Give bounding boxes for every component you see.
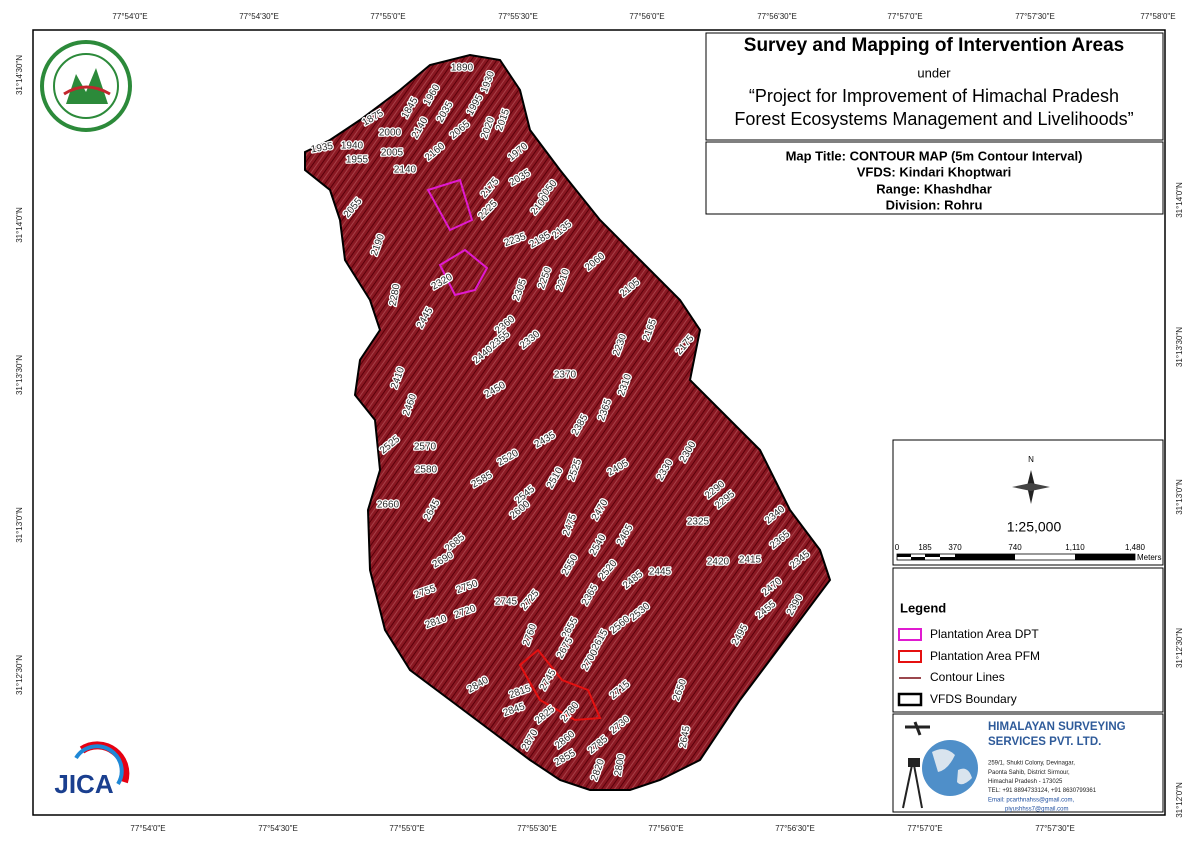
coordinate-label: 77°55'30"E — [498, 12, 538, 21]
legend-item: Contour Lines — [930, 670, 1005, 684]
coordinate-label: 77°57'0"E — [887, 12, 922, 21]
legend-swatch — [897, 692, 923, 707]
coordinate-label: 77°57'30"E — [1035, 824, 1075, 833]
coordinate-label: 77°56'30"E — [757, 12, 797, 21]
contour-label: 2660 — [377, 500, 400, 511]
legend-item: Plantation Area PFM — [930, 649, 1040, 663]
map-info: VFDS: Kindari Khoptwari — [857, 164, 1012, 179]
scale-tick-label: 1,480 — [1125, 543, 1146, 552]
contour-label: 1940 — [341, 141, 364, 152]
scale-tick-label: 740 — [1008, 543, 1022, 552]
scale-box — [892, 439, 1164, 566]
company-address: Paonta Sahib, District Sirmour, — [988, 770, 1070, 776]
legend-item: VFDS Boundary — [930, 692, 1017, 706]
coordinate-label: 77°54'30"E — [239, 12, 279, 21]
coordinate-label: 31°13'0"N — [15, 507, 24, 543]
title-box — [705, 32, 1164, 141]
coordinate-label: 77°55'30"E — [517, 824, 557, 833]
legend-swatch — [898, 628, 922, 641]
project: “Project for Improvement of Himachal Pra… — [749, 86, 1119, 106]
contour-label: 2005 — [381, 148, 404, 159]
plantation-dpt — [438, 248, 489, 297]
contour-label: 2325 — [687, 517, 710, 528]
coordinate-label: 31°12'30"N — [1175, 628, 1184, 668]
coordinate-label: 31°12'30"N — [15, 655, 24, 695]
company-address: Email: pcarthnahss@gmail.com, — [988, 797, 1074, 803]
coordinate-label: 31°14'0"N — [1175, 182, 1184, 218]
contour-label: 2570 — [414, 442, 437, 453]
coordinate-label: 77°56'30"E — [775, 824, 815, 833]
coordinate-label: 31°14'0"N — [15, 207, 24, 243]
jica-text: JICA — [54, 769, 113, 799]
contour-label: 1935 — [310, 141, 334, 156]
coordinate-label: 77°54'0"E — [130, 824, 165, 833]
north-arrow — [1012, 470, 1050, 504]
contour-label: 2280 — [388, 283, 403, 307]
legend-item: Plantation Area DPT — [930, 627, 1039, 641]
contour-label: 2420 — [707, 557, 730, 568]
scale-ratio: 1:25,000 — [1007, 519, 1062, 535]
scale-tick-label: 370 — [948, 543, 962, 552]
north-label: N — [1028, 455, 1034, 464]
hp-forest-logo — [40, 40, 132, 132]
coordinate-label: 31°14'30"N — [15, 55, 24, 95]
coordinate-label: 77°55'0"E — [370, 12, 405, 21]
contour-label: 1955 — [346, 155, 369, 166]
company-address: Himachal Pradesh - 173025 — [988, 779, 1063, 785]
contour-label: 2445 — [649, 567, 672, 578]
contour-label: 1890 — [451, 63, 474, 74]
coordinate-label: 77°57'30"E — [1015, 12, 1055, 21]
contour-label: 2745 — [495, 597, 518, 608]
scale-tick-label: 185 — [918, 543, 932, 552]
company-address: TEL: +91 8894733124, +91 8630799361 — [988, 788, 1097, 794]
company-name: HIMALAYAN SURVEYING — [988, 721, 1126, 733]
coordinate-label: 77°54'0"E — [112, 12, 147, 21]
coordinate-label: 77°56'0"E — [648, 824, 683, 833]
coordinate-label: 31°13'30"N — [1175, 327, 1184, 367]
company-logo — [902, 721, 978, 809]
contour-label: 2000 — [379, 128, 402, 139]
map-info: Map Title: CONTOUR MAP (5m Contour Inter… — [786, 148, 1083, 163]
contour-label: 2140 — [394, 165, 417, 176]
coordinate-label: 31°13'30"N — [15, 355, 24, 395]
company-address: piyushhss7@gmail.com — [1005, 807, 1068, 813]
map-info: Division: Rohru — [886, 197, 983, 212]
coordinate-label: 77°58'0"E — [1140, 12, 1175, 21]
coordinate-label: 77°57'0"E — [907, 824, 942, 833]
coordinate-label: 31°12'0"N — [1175, 782, 1184, 818]
company-address: 259/1, Shukti Colony, Devinagar, — [988, 761, 1075, 767]
legend-swatch — [898, 650, 922, 663]
jica-logo — [74, 741, 130, 786]
scale-tick-label: 0 — [895, 543, 900, 552]
coordinate-label: 31°13'0"N — [1175, 479, 1184, 515]
contour-label: 2415 — [739, 555, 762, 566]
plantation-pfm — [518, 648, 602, 722]
scale-tick-label: 1,110 — [1065, 543, 1085, 552]
project: Forest Ecosystems Management and Livelih… — [734, 109, 1133, 129]
legend-box — [892, 567, 1164, 713]
coordinate-label: 77°55'0"E — [389, 824, 424, 833]
coordinate-label: 77°54'30"E — [258, 824, 298, 833]
coordinate-label: 77°56'0"E — [629, 12, 664, 21]
scale-unit: Meters — [1137, 553, 1161, 562]
company-name: SERVICES PVT. LTD. — [988, 736, 1101, 748]
vfds-boundary — [304, 53, 832, 791]
contour-label: 2800 — [613, 753, 628, 777]
contour-label: 2645 — [678, 725, 693, 749]
map-info: Range: Khashdhar — [876, 181, 992, 196]
subtitle: under — [917, 65, 951, 80]
legend-title: Legend — [900, 600, 946, 615]
scale-bar — [896, 553, 1136, 561]
contour-label: 2580 — [415, 465, 438, 476]
plantation-dpt — [426, 178, 474, 232]
contour-label: 2370 — [554, 370, 577, 381]
info-box — [705, 141, 1164, 215]
title: Survey and Mapping of Intervention Areas — [744, 35, 1124, 56]
